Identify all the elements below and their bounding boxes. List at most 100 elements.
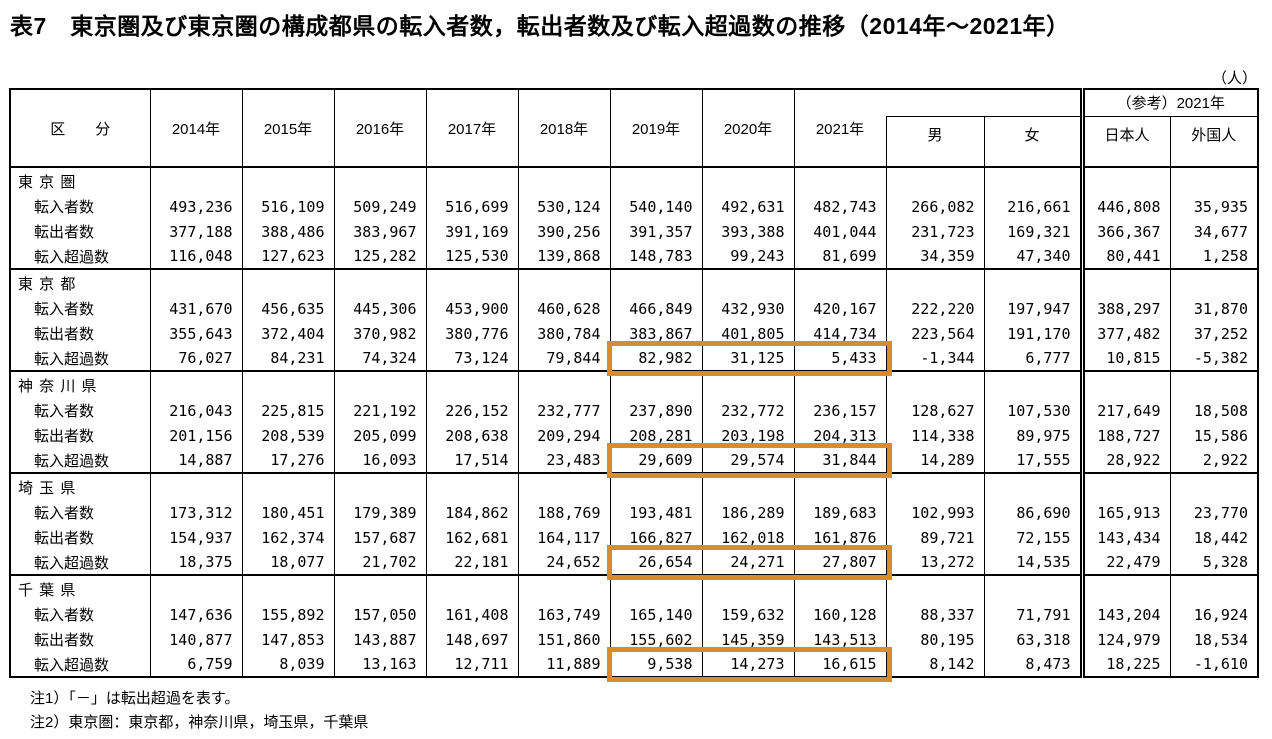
empty-cell xyxy=(517,370,611,398)
value-text: 8,142 xyxy=(929,655,975,673)
value-text: 516,109 xyxy=(261,197,325,216)
data-row: 転入者数 493,236 516,109 509,249 516,699 530,124 5… xyxy=(9,194,1259,219)
value-text: 124,979 xyxy=(1097,630,1161,649)
value-text: 31,844 xyxy=(822,451,877,469)
value-cell: 14,289 xyxy=(885,448,985,473)
empty-cell xyxy=(425,370,519,398)
value-cell: 189,683 xyxy=(793,500,887,525)
col-header-year-2015: 2015年 xyxy=(241,88,335,168)
value-cell: 217,649 xyxy=(1079,398,1171,423)
group-label-row: 埼 玉 県 xyxy=(9,472,1259,500)
value-cell: 432,930 xyxy=(701,296,795,321)
value-text: 197,947 xyxy=(1007,299,1071,318)
value-text: 13,272 xyxy=(920,553,975,571)
value-text: -1,610 xyxy=(1193,655,1248,673)
value-cell: 460,628 xyxy=(517,296,611,321)
data-row: 転入者数 216,043 225,815 221,192 226,152 232,777 2… xyxy=(9,398,1259,423)
value-cell: 162,681 xyxy=(425,525,519,550)
value-text: 204,313 xyxy=(813,426,877,445)
value-text: 388,297 xyxy=(1097,299,1161,318)
value-cell: 124,979 xyxy=(1079,627,1171,652)
empty-cell xyxy=(885,268,985,296)
row-label-cell: 転入超過数 xyxy=(9,244,151,269)
value-text: 432,930 xyxy=(721,299,785,318)
empty-cell xyxy=(793,166,887,194)
value-cell: 380,784 xyxy=(517,321,611,346)
value-text: 31,870 xyxy=(1193,299,1248,318)
value-text: 125,282 xyxy=(353,247,417,265)
value-text: 157,050 xyxy=(353,605,417,624)
value-text: 99,243 xyxy=(730,247,785,265)
value-text: 37,252 xyxy=(1193,324,1248,343)
data-row: 転出者数 140,877 147,853 143,887 148,697 151,860 1… xyxy=(9,627,1259,652)
value-text: 80,195 xyxy=(920,630,975,649)
value-cell: 204,313 xyxy=(793,423,887,448)
value-cell: 17,276 xyxy=(241,448,335,473)
value-cell: 34,677 xyxy=(1169,219,1259,244)
value-text: 216,661 xyxy=(1007,197,1071,216)
empty-cell xyxy=(241,574,335,602)
value-text: 169,321 xyxy=(1007,222,1071,241)
value-text: 161,408 xyxy=(445,605,509,624)
value-text: 148,697 xyxy=(445,630,509,649)
empty-cell xyxy=(333,574,427,602)
value-cell: 16,924 xyxy=(1169,602,1259,627)
value-text: 377,482 xyxy=(1097,324,1161,343)
value-text: 456,635 xyxy=(261,299,325,318)
notes: 注1）「－」は転出超過を表す。 注2）東京圏：東京都，神奈川県，埼玉県，千葉県 xyxy=(30,687,1272,735)
row-label-cell: 転入者数 xyxy=(9,602,151,627)
value-cell: 221,192 xyxy=(333,398,427,423)
value-text: 208,539 xyxy=(261,426,325,445)
value-text: 191,170 xyxy=(1007,324,1071,343)
empty-cell xyxy=(241,268,335,296)
value-text: 143,887 xyxy=(353,630,417,649)
value-cell: 445,306 xyxy=(333,296,427,321)
value-cell: 15,586 xyxy=(1169,423,1259,448)
value-text: 18,077 xyxy=(270,553,325,571)
value-cell: 509,249 xyxy=(333,194,427,219)
value-text: 23,483 xyxy=(546,451,601,469)
value-cell: 18,225 xyxy=(1079,652,1171,677)
value-text: 221,192 xyxy=(353,401,417,420)
row-label-cell: 転入超過数 xyxy=(9,346,151,371)
value-cell: 73,124 xyxy=(425,346,519,371)
value-cell: 139,868 xyxy=(517,244,611,269)
value-cell: 165,140 xyxy=(609,602,703,627)
empty-cell xyxy=(609,166,703,194)
empty-cell xyxy=(1169,472,1259,500)
row-label-cell: 転出者数 xyxy=(9,525,151,550)
value-text: 88,337 xyxy=(920,605,975,624)
value-text: 114,338 xyxy=(911,426,975,445)
col-header-foreign: 外国人 xyxy=(1169,115,1259,168)
group-name-cell: 東 京 都 xyxy=(9,268,151,296)
value-text: 208,281 xyxy=(629,426,693,445)
value-text: 166,827 xyxy=(629,528,693,547)
value-text: 28,922 xyxy=(1106,451,1161,469)
data-row: 転入超過数 18,375 18,077 21,702 22,181 24,652 26,65… xyxy=(9,545,1259,580)
empty-cell xyxy=(701,370,795,398)
value-cell: 162,374 xyxy=(241,525,335,550)
empty-cell xyxy=(885,370,985,398)
empty-cell xyxy=(517,472,611,500)
value-cell: 72,155 xyxy=(983,525,1083,550)
empty-cell xyxy=(149,472,243,500)
value-text: 14,289 xyxy=(920,451,975,469)
value-cell: 222,220 xyxy=(885,296,985,321)
value-text: 11,889 xyxy=(546,655,601,673)
value-cell: 22,181 xyxy=(425,550,519,575)
value-text: 24,271 xyxy=(730,553,785,571)
value-text: 34,359 xyxy=(920,247,975,265)
group-label-row: 千 葉 県 xyxy=(9,574,1259,602)
table-container: （人） 区 分 2014年 2015年 2016年 2017年 2018年 20… xyxy=(9,67,1259,682)
empty-cell xyxy=(793,370,887,398)
data-row: 転出者数 154,937 162,374 157,687 162,681 164,117 1… xyxy=(9,525,1259,550)
value-cell: 13,163 xyxy=(333,652,427,677)
empty-cell xyxy=(517,166,611,194)
row-label-cell: 転入者数 xyxy=(9,296,151,321)
header-row-2: 男 女 日本人 外国人 xyxy=(10,115,1259,168)
value-cell: 13,272 xyxy=(885,550,985,575)
value-cell: 24,271 xyxy=(701,550,795,575)
value-text: 162,681 xyxy=(445,528,509,547)
value-text: 24,652 xyxy=(546,553,601,571)
value-text: 81,699 xyxy=(822,247,877,265)
